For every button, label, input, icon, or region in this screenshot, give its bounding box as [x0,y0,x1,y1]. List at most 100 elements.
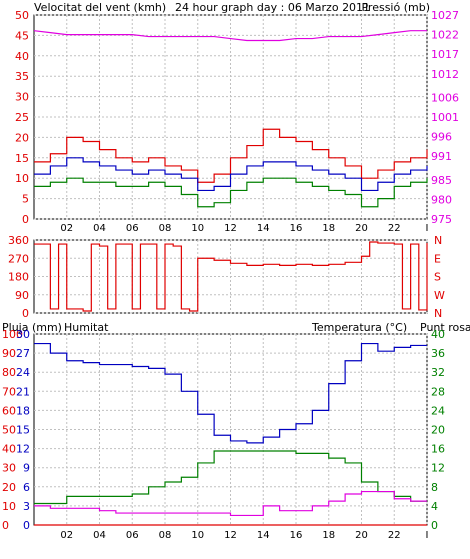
rain-y-tick: 20 [2,481,16,494]
x-tick-label: 10 [191,530,204,541]
pressure-y-tick: 1022 [431,29,459,42]
temperature-y-tick: 8 [431,481,438,494]
compass-tick: N [434,307,442,320]
compass-tick: W [434,289,445,302]
series-dewpoint [34,490,427,517]
temperature-y-tick: 4 [431,500,438,513]
rain-y-tick: 80 [2,366,16,379]
graph-title: 24 hour graph day : 06 Marzo 2011 [175,1,370,14]
x-tick-label: 12 [224,530,237,541]
series-humidity [34,342,427,444]
x-tick-label: 18 [322,223,335,234]
rain-y-tick: 90 [2,347,16,360]
pressure-y-tick: 985 [431,174,452,187]
rain-y-tick: 50 [2,424,16,437]
x-tick-label: 04 [93,530,106,541]
humidity-y-tick: 24 [16,366,30,379]
pressure-y-tick: 1017 [431,48,459,61]
x-tick-label: 06 [126,223,139,234]
tick-layer: 02 04 06 08 10 12 14 16 18 20 22 I02 04 06 08 10 12 14 16 1… [2,9,459,541]
direction-y-tick: 90 [15,289,29,302]
grid-layer [34,14,428,526]
rain-y-tick: 70 [2,385,16,398]
humidity-y-tick: 0 [23,519,30,532]
x-tick-label: 02 [60,530,73,541]
pressure-y-tick: 980 [431,193,452,206]
pressure-y-tick: 1027 [431,9,459,22]
x-tick-label: 14 [257,530,270,541]
pressure-title: Pressió (mb) [361,1,430,14]
series-direction [34,241,428,312]
x-tick-label: I [426,530,429,541]
rain-y-tick: 40 [2,443,16,456]
x-tick-label: 20 [355,530,368,541]
pressure-y-tick: 1006 [431,91,459,104]
wind-y-tick: 50 [15,9,29,22]
dewpoint-title: Punt rosada [420,321,470,334]
humidity-y-tick: 15 [16,424,30,437]
humidity-y-tick: 9 [23,462,30,475]
pressure-y-tick: 975 [431,213,452,226]
x-tick-label: 10 [191,223,204,234]
temperature-y-tick: 24 [431,404,445,417]
wind-y-tick: 10 [15,172,29,185]
wind-y-tick: 30 [15,91,29,104]
humidity-y-tick: 3 [23,500,30,513]
rain-title: Pluja (mm) [2,321,62,334]
series-wind_avg [34,157,428,192]
wind-y-tick: 20 [15,131,29,144]
x-tick-label: 22 [388,223,401,234]
wind-speed-title: Velocitat del vent (kmh) [34,1,166,14]
direction-y-tick: 360 [8,234,29,247]
x-tick-label: 06 [126,530,139,541]
temperature-y-tick: 20 [431,424,445,437]
direction-y-tick: 270 [8,252,29,265]
wind-y-tick: 25 [15,111,29,124]
x-tick-label: 18 [322,530,335,541]
x-tick-label: 12 [224,223,237,234]
temperature-title: Temperatura (°C) [311,321,407,334]
temperature-y-tick: 0 [431,519,438,532]
x-tick-label: 16 [290,530,303,541]
wind-y-tick: 35 [15,70,29,83]
rain-y-tick: 30 [2,462,16,475]
rain-y-tick: 100 [2,328,23,341]
pressure-y-tick: 1012 [431,68,459,81]
wind-y-tick: 5 [22,193,29,206]
pressure-y-tick: 991 [431,150,452,163]
direction-y-tick: 0 [22,307,29,320]
temperature-y-tick: 16 [431,443,445,456]
humidity-y-tick: 30 [16,328,30,341]
series-wind_min [34,177,428,208]
x-tick-label: 08 [159,223,172,234]
compass-tick: E [434,252,441,265]
pressure-y-tick: 1001 [431,111,459,124]
x-tick-label: 04 [93,223,106,234]
direction-y-tick: 180 [8,271,29,284]
humidity-y-tick: 18 [16,404,30,417]
wind-y-tick: 45 [15,29,29,42]
wind-y-tick: 40 [15,50,29,63]
humidity-y-tick: 21 [16,385,30,398]
temperature-y-tick: 40 [431,328,445,341]
series-temperature [34,450,427,505]
temperature-y-tick: 36 [431,347,445,360]
x-tick-label: 08 [159,530,172,541]
x-tick-label: 16 [290,223,303,234]
rain-y-tick: 10 [2,500,16,513]
rain-y-tick: 0 [2,519,9,532]
series-layer [33,30,428,526]
humidity-y-tick: 12 [16,443,30,456]
wind-y-tick: 15 [15,152,29,165]
rain-y-tick: 60 [2,404,16,417]
x-tick-label: 20 [355,223,368,234]
wind-y-tick: 0 [22,213,29,226]
temperature-y-tick: 28 [431,385,445,398]
x-tick-label: 02 [60,223,73,234]
temperature-y-tick: 32 [431,366,445,379]
humidity-y-tick: 6 [23,481,30,494]
compass-tick: S [434,271,441,284]
series-pressure [33,30,427,42]
